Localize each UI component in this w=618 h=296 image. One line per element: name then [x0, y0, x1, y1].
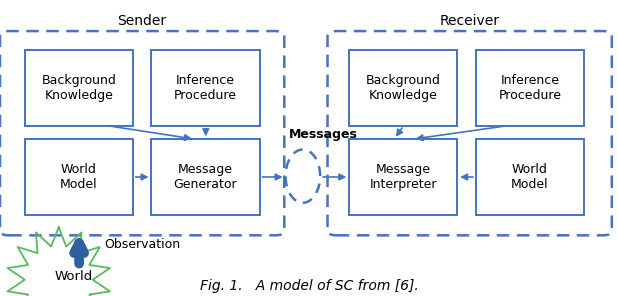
Text: Sender: Sender: [117, 14, 167, 28]
FancyBboxPatch shape: [349, 139, 457, 215]
Text: World
Model: World Model: [511, 163, 549, 191]
Text: Fig. 1.   A model of SC from [6].: Fig. 1. A model of SC from [6].: [200, 279, 418, 293]
FancyBboxPatch shape: [476, 139, 584, 215]
FancyBboxPatch shape: [25, 50, 133, 126]
Text: Inference
Procedure: Inference Procedure: [174, 74, 237, 102]
Text: Inference
Procedure: Inference Procedure: [499, 74, 561, 102]
Text: Observation: Observation: [104, 238, 180, 251]
FancyBboxPatch shape: [25, 139, 133, 215]
Text: World: World: [55, 270, 93, 283]
Text: World
Model: World Model: [60, 163, 98, 191]
FancyBboxPatch shape: [349, 50, 457, 126]
Text: Receiver: Receiver: [439, 14, 500, 28]
Text: Background
Knowledge: Background Knowledge: [366, 74, 441, 102]
Text: Message
Interpreter: Message Interpreter: [370, 163, 437, 191]
Text: Background
Knowledge: Background Knowledge: [41, 74, 116, 102]
FancyBboxPatch shape: [151, 139, 260, 215]
Text: Messages: Messages: [289, 128, 358, 141]
FancyBboxPatch shape: [476, 50, 584, 126]
Text: Message
Generator: Message Generator: [174, 163, 237, 191]
FancyBboxPatch shape: [151, 50, 260, 126]
